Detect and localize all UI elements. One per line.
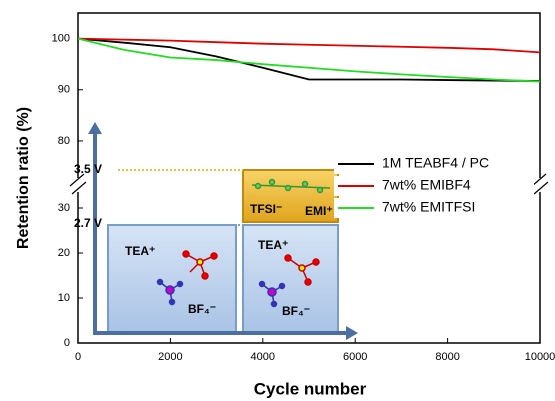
inset-label: TEA⁺ <box>258 238 288 252</box>
axis-break <box>71 181 87 195</box>
molecule <box>251 178 331 194</box>
y-tick-label: 90 <box>58 84 70 96</box>
inset-label: 2.7 V <box>74 216 102 230</box>
box <box>107 224 237 334</box>
x-tick-label: 6000 <box>343 351 367 363</box>
arrow-head <box>88 122 102 134</box>
axis-break <box>532 178 548 192</box>
axis-break <box>533 181 549 195</box>
x-tick-label: 0 <box>75 351 81 363</box>
series-line <box>77 37 541 82</box>
inset-label: EMI⁺ <box>305 204 333 218</box>
y-tick-label: 80 <box>58 135 70 147</box>
inset-label: BF₄⁻ <box>188 302 216 316</box>
arrow-head <box>346 326 358 340</box>
x-tick-label: 4000 <box>251 351 275 363</box>
inset-label: 3.5 V <box>74 162 102 176</box>
legend-label: 1M TEABF4 / PC <box>382 155 489 171</box>
series-line <box>77 37 541 83</box>
x-axis-label: Cycle number <box>254 379 367 398</box>
axis-break <box>69 173 85 187</box>
y-tick-label: 30 <box>58 202 70 214</box>
box <box>242 169 339 223</box>
x-tick-label: 2000 <box>158 351 182 363</box>
y-axis-label: Retention ratio (%) <box>15 107 32 249</box>
legend-bg <box>334 154 534 174</box>
legend-label: 7wt% EMITFSI <box>382 199 475 215</box>
molecule <box>182 250 320 286</box>
molecule <box>156 278 286 308</box>
legend-bg <box>334 176 534 196</box>
legend-bg <box>334 198 534 218</box>
axis-break <box>70 178 86 192</box>
legend-label: 7wt% EMIBF4 <box>382 177 471 193</box>
y-tick-label: 10 <box>58 292 70 304</box>
y-tick-label: 0 <box>64 337 70 349</box>
series-line <box>77 37 541 54</box>
inset-label: BF₄⁻ <box>282 304 310 318</box>
y-tick-label: 20 <box>58 247 70 259</box>
inset-diagram: 3.5 V 2.7 V TEA⁺ BF₄⁻ TEA⁺ BF₄⁻ TFSI⁻ EM… <box>74 122 358 340</box>
x-tick-label: 10000 <box>525 351 555 363</box>
y-tick-label: 100 <box>52 32 70 44</box>
axis-break <box>531 173 547 187</box>
inset-label: TFSI⁻ <box>250 202 282 216</box>
inset-label: TEA⁺ <box>125 244 155 258</box>
x-tick-label: 8000 <box>435 351 459 363</box>
